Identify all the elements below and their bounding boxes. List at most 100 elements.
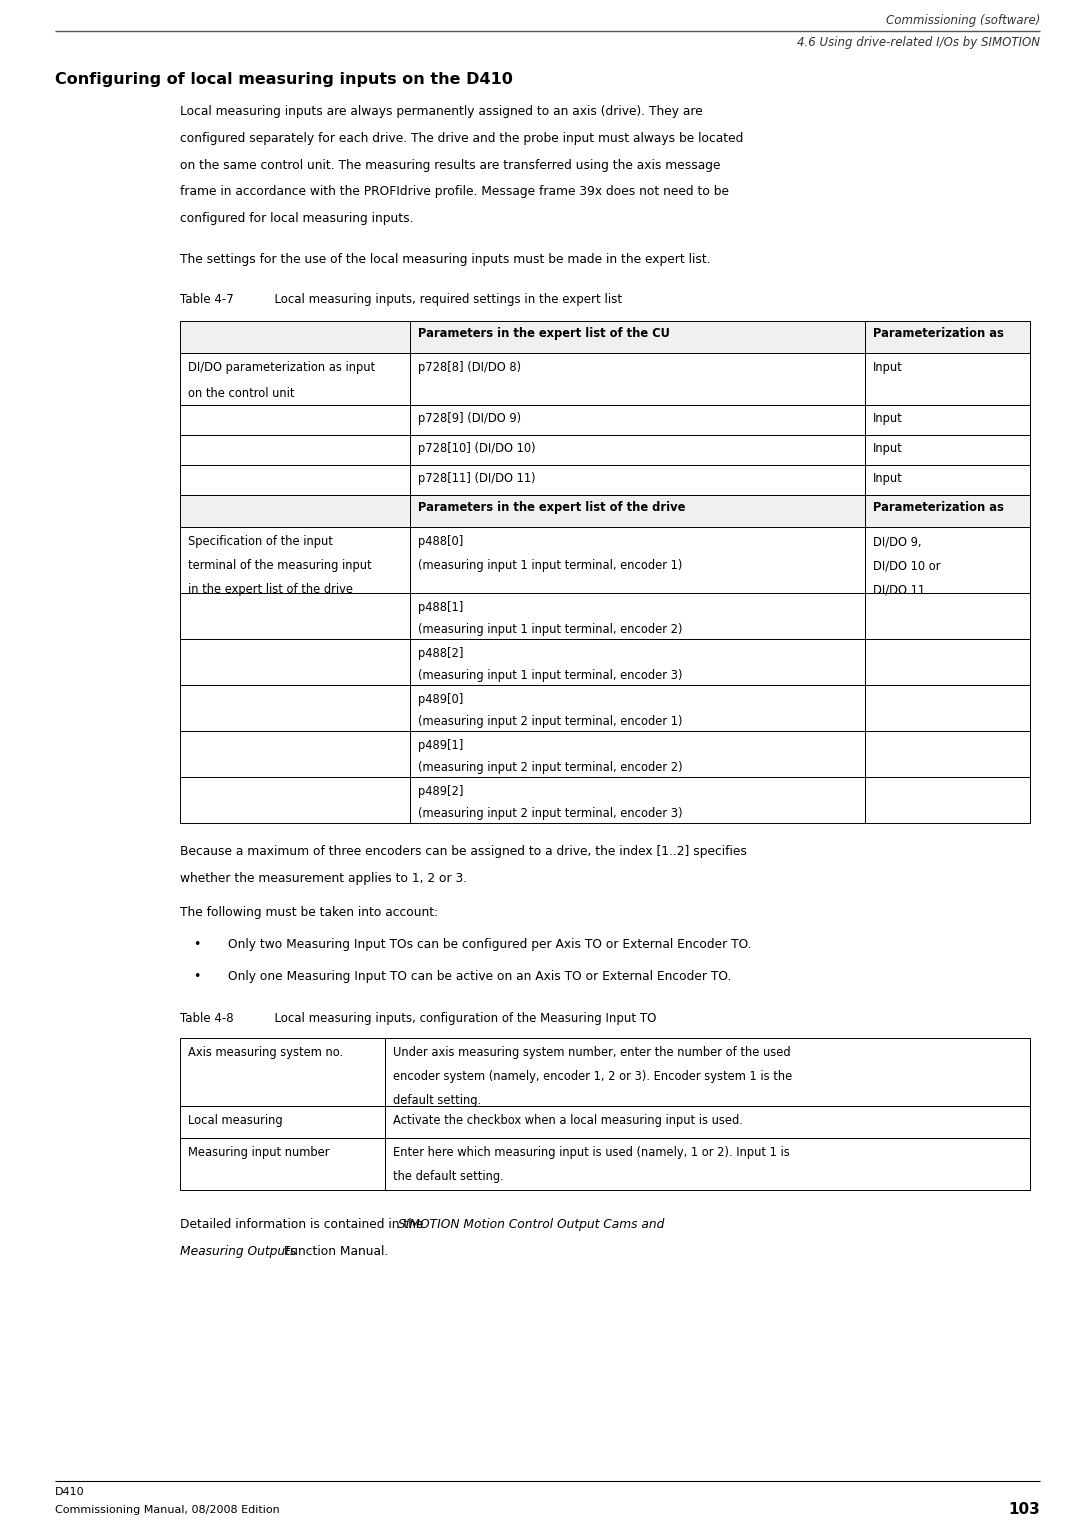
- Bar: [180, 592, 410, 638]
- Text: (measuring input 2 input terminal, encoder 1): (measuring input 2 input terminal, encod…: [418, 715, 683, 728]
- Text: p728[11] (DI/DO 11): p728[11] (DI/DO 11): [418, 472, 536, 486]
- Text: terminal of the measuring input: terminal of the measuring input: [188, 559, 372, 573]
- Text: Parameters in the expert list of the drive: Parameters in the expert list of the dri…: [418, 501, 686, 515]
- Text: The settings for the use of the local measuring inputs must be made in the exper: The settings for the use of the local me…: [180, 253, 711, 266]
- Bar: [180, 495, 410, 527]
- Bar: [180, 353, 410, 405]
- Text: Function Manual.: Function Manual.: [280, 1245, 388, 1258]
- Text: encoder system (namely, encoder 1, 2 or 3). Encoder system 1 is the: encoder system (namely, encoder 1, 2 or …: [393, 1070, 793, 1083]
- Text: Measuring Outputs: Measuring Outputs: [180, 1245, 296, 1258]
- Text: Measuring input number: Measuring input number: [188, 1145, 329, 1159]
- Text: frame in accordance with the PROFIdrive profile. Message frame 39x does not need: frame in accordance with the PROFIdrive …: [180, 185, 729, 199]
- Text: 4.6 Using drive-related I/Os by SIMOTION: 4.6 Using drive-related I/Os by SIMOTION: [797, 37, 1040, 49]
- Bar: [865, 405, 1030, 435]
- Bar: [410, 686, 865, 731]
- Bar: [410, 353, 865, 405]
- Bar: [410, 638, 865, 686]
- Text: Parameterization as: Parameterization as: [873, 501, 1004, 515]
- Text: DI/DO 10 or: DI/DO 10 or: [873, 559, 941, 573]
- Bar: [410, 731, 865, 777]
- Bar: [180, 1138, 384, 1190]
- Text: on the control unit: on the control unit: [188, 386, 295, 400]
- Text: Table 4-8: Table 4-8: [180, 1012, 233, 1025]
- Text: (measuring input 1 input terminal, encoder 2): (measuring input 1 input terminal, encod…: [418, 623, 683, 637]
- Text: Input: Input: [873, 441, 903, 455]
- Text: p489[1]: p489[1]: [418, 739, 463, 751]
- Bar: [180, 435, 410, 466]
- Text: Commissioning Manual, 08/2008 Edition: Commissioning Manual, 08/2008 Edition: [55, 1506, 280, 1515]
- Text: •: •: [193, 970, 201, 983]
- Text: Commissioning (software): Commissioning (software): [886, 14, 1040, 27]
- Text: the default setting.: the default setting.: [393, 1170, 503, 1183]
- Bar: [180, 777, 410, 823]
- Text: DI/DO 9,: DI/DO 9,: [873, 534, 921, 548]
- Bar: [865, 435, 1030, 466]
- Bar: [180, 1106, 384, 1138]
- Bar: [384, 1138, 1030, 1190]
- Text: Detailed information is contained in the: Detailed information is contained in the: [180, 1219, 428, 1231]
- Text: Only two Measuring Input TOs can be configured per Axis TO or External Encoder T: Only two Measuring Input TOs can be conf…: [228, 938, 752, 951]
- Bar: [865, 353, 1030, 405]
- Bar: [180, 466, 410, 495]
- Text: Specification of the input: Specification of the input: [188, 534, 333, 548]
- Text: DI/DO parameterization as input: DI/DO parameterization as input: [188, 360, 375, 374]
- Text: p489[2]: p489[2]: [418, 785, 463, 799]
- Text: Input: Input: [873, 360, 903, 374]
- Text: p728[10] (DI/DO 10): p728[10] (DI/DO 10): [418, 441, 536, 455]
- Text: p488[0]: p488[0]: [418, 534, 463, 548]
- Text: p488[1]: p488[1]: [418, 602, 463, 614]
- Bar: [410, 527, 865, 592]
- Text: Local measuring: Local measuring: [188, 1115, 283, 1127]
- Text: on the same control unit. The measuring results are transferred using the axis m: on the same control unit. The measuring …: [180, 159, 720, 171]
- Bar: [410, 777, 865, 823]
- Bar: [180, 686, 410, 731]
- Text: •: •: [193, 938, 201, 951]
- Text: p728[9] (DI/DO 9): p728[9] (DI/DO 9): [418, 412, 522, 425]
- Bar: [410, 435, 865, 466]
- Text: DI/DO 11: DI/DO 11: [873, 583, 926, 596]
- Text: whether the measurement applies to 1, 2 or 3.: whether the measurement applies to 1, 2 …: [180, 872, 468, 884]
- Text: Local measuring inputs, configuration of the Measuring Input TO: Local measuring inputs, configuration of…: [252, 1012, 657, 1025]
- Text: (measuring input 1 input terminal, encoder 3): (measuring input 1 input terminal, encod…: [418, 669, 683, 683]
- Text: Only one Measuring Input TO can be active on an Axis TO or External Encoder TO.: Only one Measuring Input TO can be activ…: [228, 970, 731, 983]
- Bar: [410, 321, 865, 353]
- Text: default setting.: default setting.: [393, 1093, 481, 1107]
- Text: Input: Input: [873, 412, 903, 425]
- Bar: [865, 731, 1030, 777]
- Bar: [410, 466, 865, 495]
- Text: configured for local measuring inputs.: configured for local measuring inputs.: [180, 212, 414, 224]
- Bar: [384, 1038, 1030, 1106]
- Text: Enter here which measuring input is used (namely, 1 or 2). Input 1 is: Enter here which measuring input is used…: [393, 1145, 789, 1159]
- Bar: [865, 321, 1030, 353]
- Text: The following must be taken into account:: The following must be taken into account…: [180, 906, 438, 919]
- Bar: [180, 731, 410, 777]
- Text: (measuring input 2 input terminal, encoder 3): (measuring input 2 input terminal, encod…: [418, 806, 683, 820]
- Bar: [384, 1106, 1030, 1138]
- Bar: [180, 527, 410, 592]
- Bar: [865, 466, 1030, 495]
- Bar: [180, 321, 410, 353]
- Text: Activate the checkbox when a local measuring input is used.: Activate the checkbox when a local measu…: [393, 1115, 743, 1127]
- Bar: [865, 527, 1030, 592]
- Bar: [865, 495, 1030, 527]
- Text: (measuring input 2 input terminal, encoder 2): (measuring input 2 input terminal, encod…: [418, 760, 683, 774]
- Text: Local measuring inputs are always permanently assigned to an axis (drive). They : Local measuring inputs are always perman…: [180, 105, 703, 118]
- Text: Under axis measuring system number, enter the number of the used: Under axis measuring system number, ente…: [393, 1046, 791, 1060]
- Text: (measuring input 1 input terminal, encoder 1): (measuring input 1 input terminal, encod…: [418, 559, 683, 573]
- Bar: [410, 405, 865, 435]
- Text: in the expert list of the drive: in the expert list of the drive: [188, 583, 353, 596]
- Text: Axis measuring system no.: Axis measuring system no.: [188, 1046, 343, 1060]
- Text: p728[8] (DI/DO 8): p728[8] (DI/DO 8): [418, 360, 522, 374]
- Text: SIMOTION Motion Control Output Cams and: SIMOTION Motion Control Output Cams and: [399, 1219, 664, 1231]
- Text: Because a maximum of three encoders can be assigned to a drive, the index [1..2]: Because a maximum of three encoders can …: [180, 844, 747, 858]
- Text: D410: D410: [55, 1487, 84, 1496]
- Text: Local measuring inputs, required settings in the expert list: Local measuring inputs, required setting…: [252, 293, 622, 305]
- Text: Parameters in the expert list of the CU: Parameters in the expert list of the CU: [418, 327, 670, 341]
- Bar: [865, 686, 1030, 731]
- Bar: [865, 638, 1030, 686]
- Text: Table 4-7: Table 4-7: [180, 293, 233, 305]
- Bar: [180, 638, 410, 686]
- Bar: [865, 592, 1030, 638]
- Text: p488[2]: p488[2]: [418, 647, 463, 660]
- Text: Parameterization as: Parameterization as: [873, 327, 1004, 341]
